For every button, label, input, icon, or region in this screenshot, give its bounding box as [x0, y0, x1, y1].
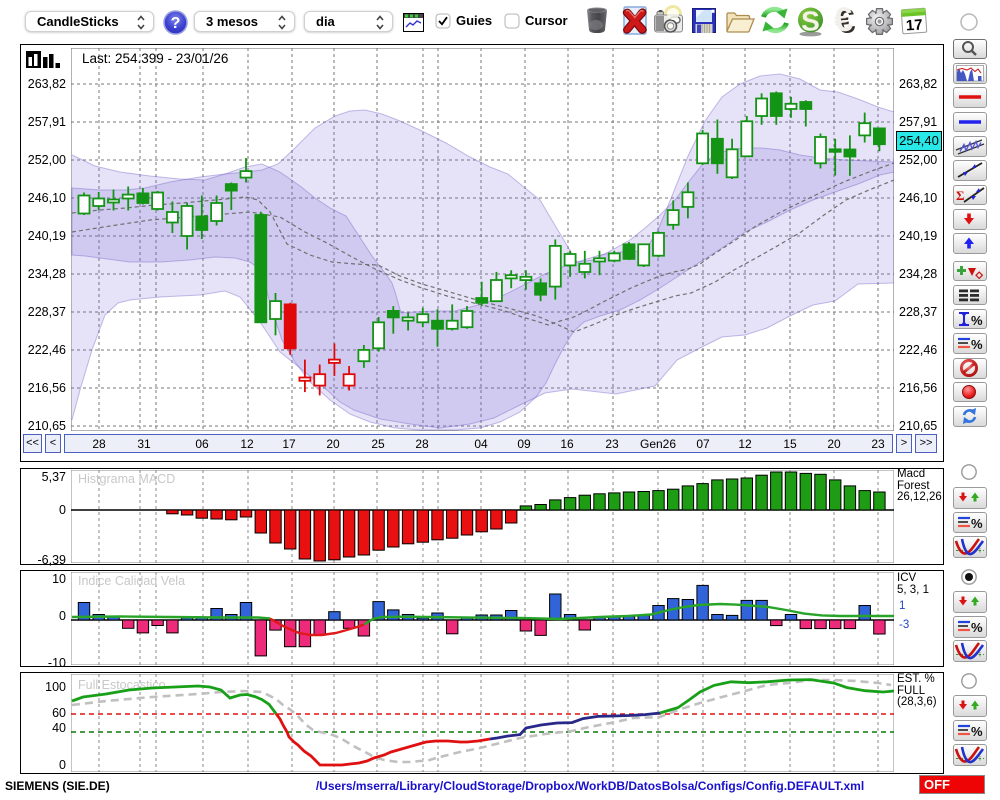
svg-text:%: % — [971, 337, 983, 352]
svg-text:%: % — [971, 724, 983, 739]
svg-text:%: % — [971, 516, 983, 531]
svg-text:€: € — [835, 3, 857, 38]
svg-text:%: % — [971, 620, 983, 635]
svg-text:?: ? — [171, 15, 181, 32]
svg-text:Indice Calidad Vela: Indice Calidad Vela — [78, 574, 185, 588]
svg-text:Σ: Σ — [956, 188, 965, 203]
svg-text:S: S — [801, 6, 820, 37]
svg-text:Histgrama MACD: Histgrama MACD — [78, 472, 175, 486]
svg-text:%: % — [971, 313, 983, 328]
svg-text:€: € — [832, 3, 854, 38]
svg-text:17: 17 — [905, 16, 923, 34]
svg-text:Last: 254.399 - 23/01/26: Last: 254.399 - 23/01/26 — [82, 51, 228, 66]
